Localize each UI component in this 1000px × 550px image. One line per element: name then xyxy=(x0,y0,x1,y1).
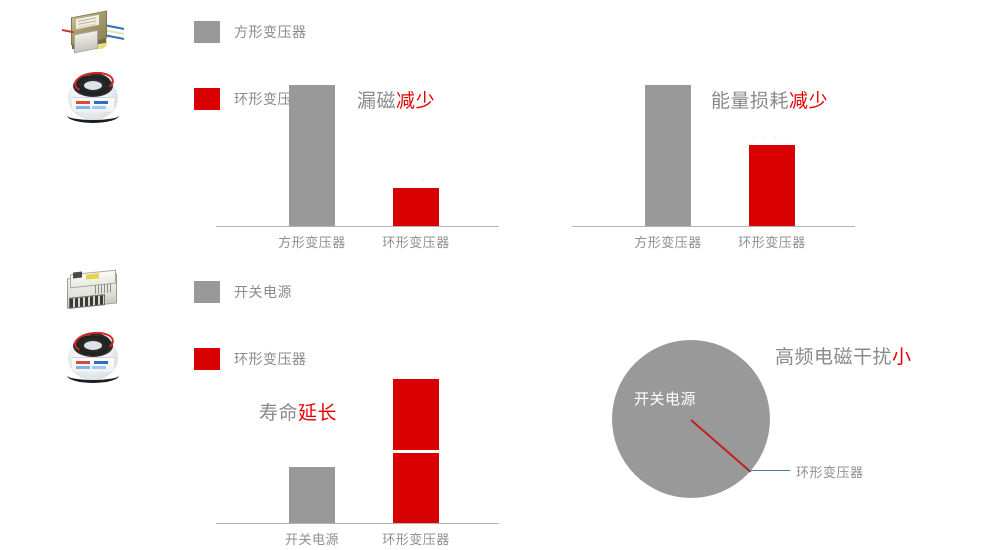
bar-square-transformer[interactable] xyxy=(645,85,691,226)
chart-title-emi: 高频电磁干扰小 xyxy=(775,342,912,369)
legend-swatch-gray xyxy=(194,21,220,43)
legend-item-toroidal-transformer-top: 环形变压器 xyxy=(62,70,307,128)
bar-toroidal-transformer-upper[interactable] xyxy=(393,379,439,450)
bar-square-transformer[interactable] xyxy=(289,85,335,226)
legend-item-switching-power-supply: 开关电源 xyxy=(62,266,292,318)
chart-title-highlight: 延长 xyxy=(298,402,338,424)
leakage-flux-chart: - - - 方形变压器 环形变压器 漏磁减少 xyxy=(216,80,506,251)
switching-power-supply-photo xyxy=(62,266,124,318)
pie-leader-line xyxy=(749,470,790,471)
legend-item-square-transformer: 方形变压器 xyxy=(62,6,307,58)
chart-axis-line xyxy=(216,226,499,227)
chart-title-leakage: 漏磁减少 xyxy=(357,86,435,113)
energy-loss-chart: - - - - 方形变压器 环形变压器 能量损耗减少 xyxy=(572,80,872,251)
pie-slice-switching-power-supply[interactable] xyxy=(612,340,770,498)
category-label-toroidal-transformer: 环形变压器 xyxy=(738,236,806,251)
chart-title-highlight: 小 xyxy=(892,346,912,368)
chart-title-energy: 能量损耗减少 xyxy=(711,86,828,113)
legend-label-switching-power-supply: 开关电源 xyxy=(234,285,292,301)
category-label-toroidal-transformer: 环形变压器 xyxy=(382,533,450,548)
chart-title-highlight: 减少 xyxy=(789,90,829,112)
pie-callout-label-toroidal-transformer: 环形变压器 xyxy=(796,466,864,481)
category-label-switching-power-supply: 开关电源 xyxy=(284,533,339,548)
legend-label-square-transformer: 方形变压器 xyxy=(234,25,307,41)
toroidal-transformer-photo xyxy=(62,330,124,388)
category-label-square-transformer: 方形变压器 xyxy=(278,236,346,251)
legend-swatch-gray xyxy=(194,281,220,303)
bar-value-ghost-label: - - - - xyxy=(752,130,788,144)
category-label-square-transformer: 方形变压器 xyxy=(634,236,702,251)
legend-swatch-red xyxy=(194,348,220,370)
lifespan-chart: 开关电源 环形变压器 寿命延长 xyxy=(216,372,506,548)
toroidal-transformer-photo xyxy=(62,70,124,128)
square-transformer-photo xyxy=(62,6,124,58)
bar-toroidal-transformer[interactable] xyxy=(749,145,795,226)
bar-toroidal-transformer-lower[interactable] xyxy=(393,453,439,523)
emi-chart: 开关电源 环形变压器 高频电磁干扰小 xyxy=(612,340,982,510)
bar-value-ghost-label: - - - xyxy=(400,172,426,186)
chart-title-plain: 高频电磁干扰 xyxy=(775,346,893,368)
legend-swatch-red xyxy=(194,88,220,110)
chart-axis-line xyxy=(572,226,855,227)
pie-inner-label-switching-power-supply: 开关电源 xyxy=(634,390,697,408)
bar-switching-power-supply[interactable] xyxy=(289,467,335,523)
chart-title-highlight: 减少 xyxy=(396,90,436,112)
chart-title-plain: 寿命 xyxy=(259,402,299,424)
chart-axis-line xyxy=(216,523,499,524)
chart-title-plain: 漏磁 xyxy=(357,90,397,112)
legend-item-toroidal-transformer-bottom: 环形变压器 xyxy=(62,330,307,388)
category-label-toroidal-transformer: 环形变压器 xyxy=(382,236,450,251)
legend-label-toroidal-transformer-bottom: 环形变压器 xyxy=(234,352,307,368)
chart-title-lifespan: 寿命延长 xyxy=(259,398,337,425)
legend-label-toroidal-transformer-top: 环形变压器 xyxy=(234,92,307,108)
chart-title-plain: 能量损耗 xyxy=(711,90,790,112)
bar-toroidal-transformer[interactable] xyxy=(393,188,439,226)
